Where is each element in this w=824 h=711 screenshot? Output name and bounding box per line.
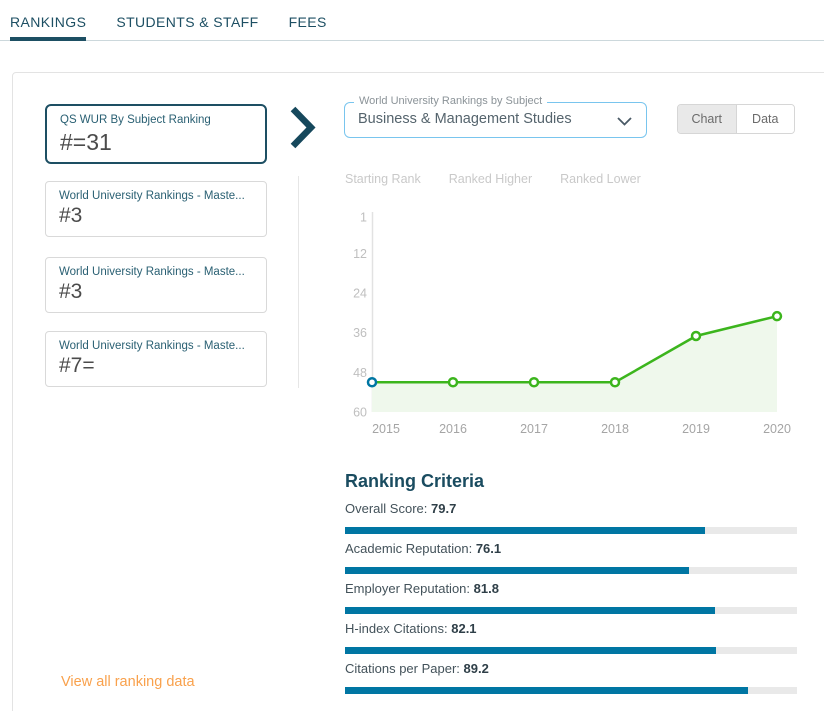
criteria-value: 81.8 [473,581,499,596]
ranking-card-title: World University Rankings - Maste... [59,190,245,202]
ranking-card-rank: #7= [59,354,95,377]
criteria-label: Citations per Paper: [345,661,460,676]
criteria-label: Academic Reputation: [345,541,473,556]
y-tick-label: 12 [353,247,367,261]
ranking-card-masters-3[interactable]: World University Rankings - Maste... #7= [45,331,267,387]
criteria-value: 79.7 [431,501,457,516]
criteria-value: 82.1 [451,621,477,636]
tab-students-staff[interactable]: STUDENTS & STAFF [116,14,259,30]
x-tick-label: 2017 [520,422,548,436]
criteria-bar-fill [345,567,689,574]
tab-bar: RANKINGS STUDENTS & STAFF FEES [0,0,824,41]
criteria-value: 76.1 [475,541,502,556]
criteria-row-h-index-citations: H-index Citations: 82.1 [345,621,797,654]
criteria-bar-fill [345,687,749,694]
column-divider [298,176,299,388]
ranking-criteria-list: Overall Score: 79.7 Academic Reputation:… [345,501,797,701]
y-tick-label: 24 [353,287,367,301]
y-tick-label: 1 [360,211,367,225]
x-tick-label: 2016 [439,422,467,436]
rank-area-fill [372,316,777,412]
chart-legend: Starting Rank Ranked Higher Ranked Lower [345,172,641,186]
rank-point[interactable] [447,377,459,388]
chevron-down-icon [617,117,632,126]
y-tick-label: 48 [353,366,367,380]
subject-select-value: Business & Management Studies [358,111,572,127]
ranking-card-rank: #3 [59,280,83,303]
x-tick-label: 2020 [763,422,791,436]
criteria-bar-track [345,567,797,574]
subject-select[interactable]: World University Rankings by Subject Bus… [344,95,647,138]
criteria-bar-fill [345,607,715,614]
rank-point[interactable] [609,377,621,388]
criteria-bar-fill [345,647,717,654]
rankings-panel: QS WUR By Subject Ranking #=31 World Uni… [12,72,824,711]
criteria-bar-track [345,647,797,654]
rank-history-chart: 1 12 24 36 48 60 2015 2016 2017 2018 2019 2020 [353,211,791,437]
criteria-bar-track [345,607,797,614]
criteria-bar-fill [345,527,706,534]
ranking-card-masters-2[interactable]: World University Rankings - Maste... #3 [45,257,267,313]
legend-starting-rank: Starting Rank [345,172,421,186]
legend-ranked-higher: Ranked Higher [448,172,533,186]
ranking-card-subject[interactable]: QS WUR By Subject Ranking #=31 [45,104,267,164]
ranking-card-rank: #3 [59,204,83,227]
x-tick-label: 2015 [372,422,400,436]
criteria-value: 89.2 [463,661,489,676]
y-tick-label: 60 [353,406,367,420]
view-toggle: Chart Data [677,104,795,134]
legend-ranked-lower: Ranked Lower [560,172,641,186]
data-toggle-button[interactable]: Data [736,105,794,133]
criteria-bar-track [345,687,797,694]
chart-toggle-button[interactable]: Chart [678,105,737,133]
ranking-criteria-title: Ranking Criteria [345,471,485,491]
ranking-card-title: World University Rankings - Maste... [59,340,245,352]
x-tick-label: 2018 [601,422,629,436]
y-tick-label: 36 [353,326,367,340]
rank-line [372,314,778,384]
criteria-bar-track [345,527,797,534]
tab-rankings[interactable]: RANKINGS [10,14,87,41]
subject-select-label: World University Rankings by Subject [354,95,548,107]
chevron-right-icon[interactable] [289,106,316,149]
rank-point[interactable] [771,310,783,322]
starting-rank-point[interactable] [366,377,378,388]
criteria-row-overall-score: Overall Score: 79.7 [345,501,797,534]
view-all-ranking-data-link[interactable]: View all ranking data [61,674,195,690]
ranking-card-masters-1[interactable]: World University Rankings - Maste... #3 [45,181,267,237]
criteria-row-citations-per-paper: Citations per Paper: 89.2 [345,661,797,694]
criteria-label: Employer Reputation: [345,581,471,596]
criteria-label: H-index Citations: [345,621,448,636]
criteria-row-employer-reputation: Employer Reputation: 81.8 [345,581,797,614]
criteria-label: Overall Score: [345,501,428,516]
rank-point[interactable] [690,330,702,342]
rank-point[interactable] [528,377,540,388]
tab-fees[interactable]: FEES [288,14,327,30]
x-tick-label: 2019 [682,422,710,436]
ranking-card-title: World University Rankings - Maste... [59,266,245,278]
criteria-row-academic-reputation: Academic Reputation: 76.1 [345,541,797,574]
ranking-card-rank: #=31 [60,129,112,155]
ranking-card-title: QS WUR By Subject Ranking [60,114,211,126]
